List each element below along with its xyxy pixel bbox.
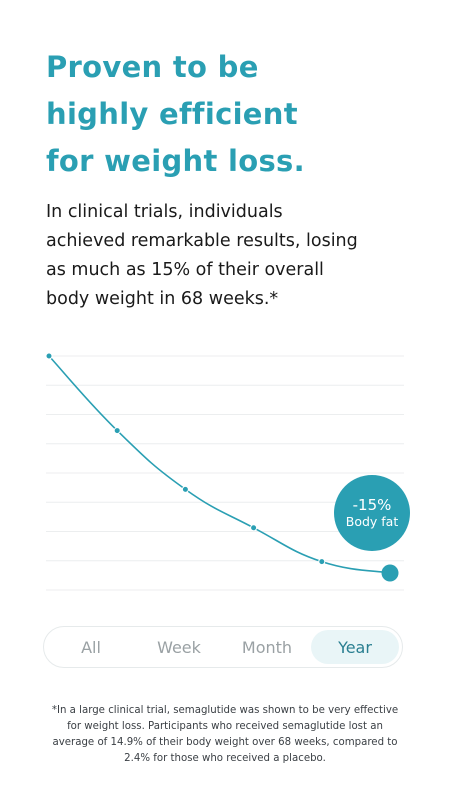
intro-text: In clinical trials, individuals achieved… [46,198,426,314]
headline-line-2: highly efficient [46,97,298,131]
intro-line-3: as much as 15% of their overall [46,260,324,280]
badge-label: Body fat [345,514,399,529]
footnote-line-2: for weight loss. Participants who receiv… [67,721,383,732]
trend-line [48,355,391,574]
badge-value: -15% [352,496,392,514]
intro-line-1: In clinical trials, individuals [46,202,283,222]
weight-loss-chart [0,330,450,620]
footnote-line-4: 2.4% for those who received a placebo. [124,753,326,764]
footnote-line-1: *In a large clinical trial, semaglutide … [51,705,399,716]
data-point [45,352,53,360]
data-point [181,485,189,493]
headline: Proven to be highly efficient for weight… [46,44,426,185]
range-selector: All Week Month Year [43,626,403,668]
data-point [250,524,258,532]
range-option-year[interactable]: Year [311,630,399,664]
range-option-all[interactable]: All [81,637,101,657]
chart-canvas [45,352,404,591]
range-option-month[interactable]: Month [241,637,293,657]
current-point-marker [381,564,399,582]
headline-line-1: Proven to be [46,50,259,84]
data-point [113,427,121,435]
headline-line-3: for weight loss. [46,144,305,178]
range-option-week[interactable]: Week [157,637,201,657]
footnote: *In a large clinical trial, semaglutide … [24,703,426,767]
body-fat-badge: -15% Body fat [334,475,410,551]
data-point [318,558,326,566]
intro-line-4: body weight in 68 weeks.* [46,289,279,309]
footnote-line-3: average of 14.9% of their body weight ov… [52,737,398,748]
intro-line-2: achieved remarkable results, losing [46,231,358,251]
